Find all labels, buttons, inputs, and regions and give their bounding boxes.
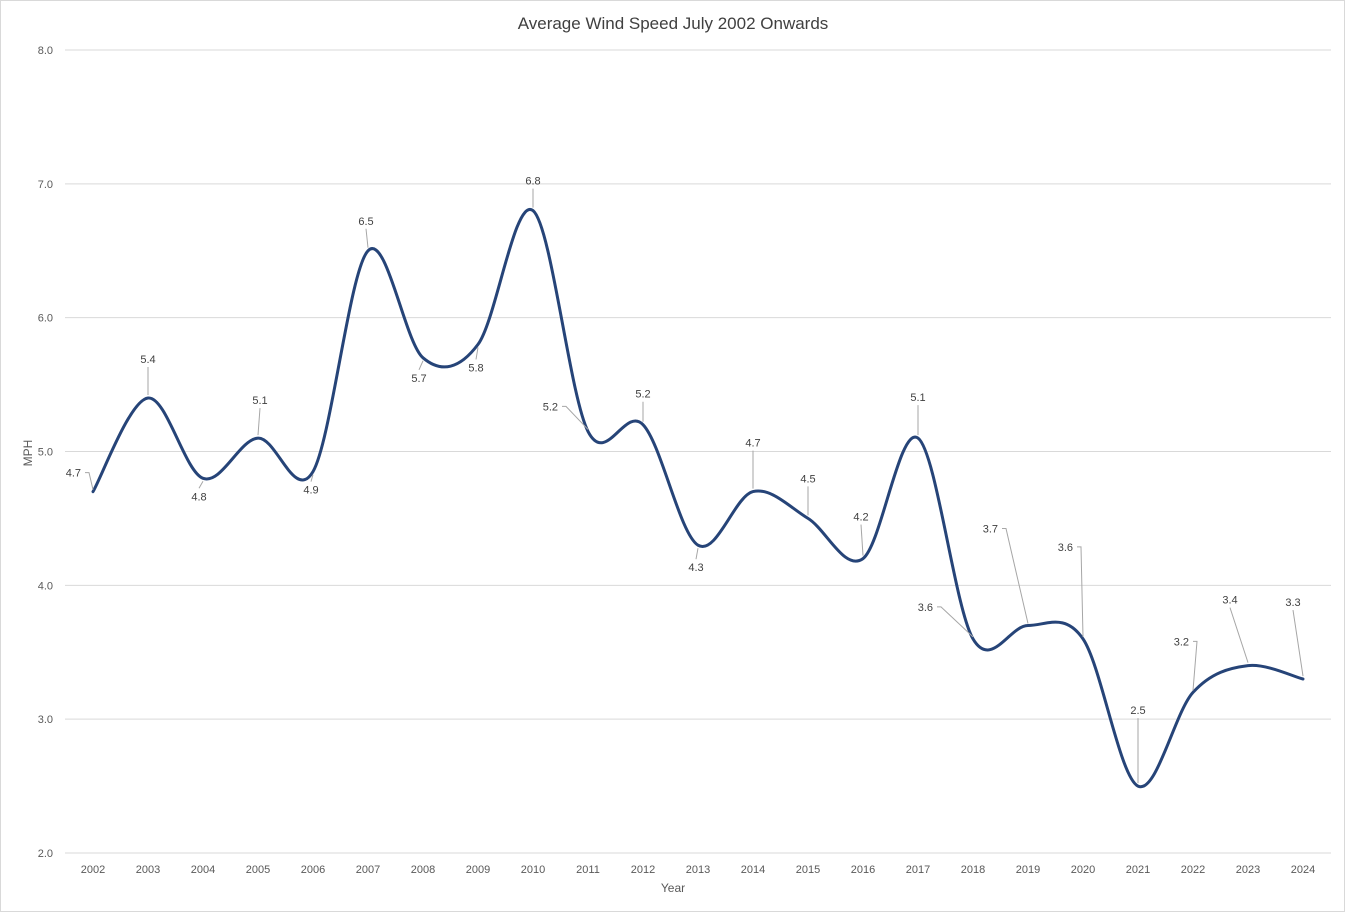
data-label: 5.4 — [140, 354, 155, 366]
data-label: 4.8 — [191, 491, 206, 503]
data-label: 6.8 — [525, 176, 540, 188]
x-tick-label: 2023 — [1236, 864, 1260, 876]
data-label-leader — [937, 606, 974, 638]
y-tick-label: 8.0 — [38, 45, 53, 57]
x-tick-label: 2003 — [136, 864, 160, 876]
data-label: 5.1 — [252, 395, 267, 407]
data-label-leader — [562, 405, 589, 430]
data-label: 3.6 — [918, 602, 933, 614]
data-label-leader — [257, 408, 261, 436]
x-axis-tick-labels: 2002 2003 2004 2005 2006 2007 2008 2009 2010 2011… — [81, 864, 1315, 876]
data-label: 4.5 — [800, 473, 815, 485]
data-label: 5.8 — [468, 362, 483, 374]
gridlines — [65, 49, 1331, 854]
data-label: 5.2 — [543, 401, 558, 413]
y-tick-label: 3.0 — [38, 714, 53, 726]
x-tick-label: 2017 — [906, 864, 930, 876]
x-tick-label: 2024 — [1291, 864, 1315, 876]
data-label: 5.2 — [635, 389, 650, 401]
x-tick-label: 2008 — [411, 864, 435, 876]
data-label-leader — [85, 472, 94, 490]
y-tick-label: 6.0 — [38, 313, 53, 325]
y-axis-title: MPH — [21, 440, 35, 467]
y-tick-label: 2.0 — [38, 848, 53, 860]
data-label-leader — [1002, 527, 1029, 624]
data-label-leader — [860, 524, 864, 556]
data-label: 3.3 — [1285, 597, 1300, 609]
series-line-group — [91, 208, 1305, 789]
x-tick-label: 2014 — [741, 864, 765, 876]
data-label: 2.5 — [1130, 705, 1145, 717]
x-axis-title: Year — [661, 881, 685, 895]
x-tick-label: 2007 — [356, 864, 380, 876]
data-label: 5.7 — [411, 373, 426, 385]
data-label-leader — [418, 360, 424, 371]
data-label: 3.7 — [983, 523, 998, 535]
data-label: 3.2 — [1174, 636, 1189, 648]
x-tick-label: 2006 — [301, 864, 325, 876]
x-tick-label: 2002 — [81, 864, 105, 876]
y-tick-label: 7.0 — [38, 179, 53, 191]
x-tick-label: 2021 — [1126, 864, 1150, 876]
y-tick-label: 4.0 — [38, 580, 53, 592]
data-label: 4.7 — [66, 468, 81, 480]
series-line — [91, 208, 1305, 789]
y-tick-label: 5.0 — [38, 447, 53, 459]
data-label-leader — [1077, 546, 1084, 637]
x-tick-label: 2011 — [576, 864, 600, 876]
x-tick-label: 2020 — [1071, 864, 1095, 876]
x-tick-label: 2022 — [1181, 864, 1205, 876]
data-label: 4.9 — [303, 485, 318, 497]
data-label-leader — [310, 474, 314, 482]
data-label: 4.2 — [853, 512, 868, 524]
data-label-leader — [475, 347, 479, 360]
x-tick-label: 2012 — [631, 864, 655, 876]
data-label-leader — [1292, 609, 1304, 677]
data-label-leader — [1192, 640, 1198, 691]
data-label: 5.1 — [910, 392, 925, 404]
x-tick-label: 2004 — [191, 864, 215, 876]
x-tick-label: 2019 — [1016, 864, 1040, 876]
data-label-leader — [1229, 607, 1249, 663]
chart-title: Average Wind Speed July 2002 Onwards — [518, 14, 829, 33]
data-label-leader — [365, 228, 369, 248]
data-label: 4.3 — [688, 562, 703, 574]
data-label: 3.6 — [1058, 542, 1073, 554]
data-label: 4.7 — [745, 438, 760, 450]
y-axis-tick-labels: 2.0 3.0 4.0 5.0 6.0 7.0 8.0 — [38, 45, 53, 860]
data-labels: 4.7 5.4 4.8 5.1 4.9 6.5 5.7 5.8 6.8 5.2 5.2 4.3 4.7 4… — [66, 176, 1304, 784]
x-tick-label: 2018 — [961, 864, 985, 876]
data-label: 3.4 — [1222, 595, 1237, 607]
x-tick-label: 2015 — [796, 864, 820, 876]
x-tick-label: 2016 — [851, 864, 875, 876]
data-label: 6.5 — [358, 216, 373, 228]
data-label-leader — [695, 548, 699, 560]
data-label-leader — [198, 481, 204, 489]
x-tick-label: 2009 — [466, 864, 490, 876]
x-tick-label: 2013 — [686, 864, 710, 876]
x-tick-label: 2005 — [246, 864, 270, 876]
x-tick-label: 2010 — [521, 864, 545, 876]
